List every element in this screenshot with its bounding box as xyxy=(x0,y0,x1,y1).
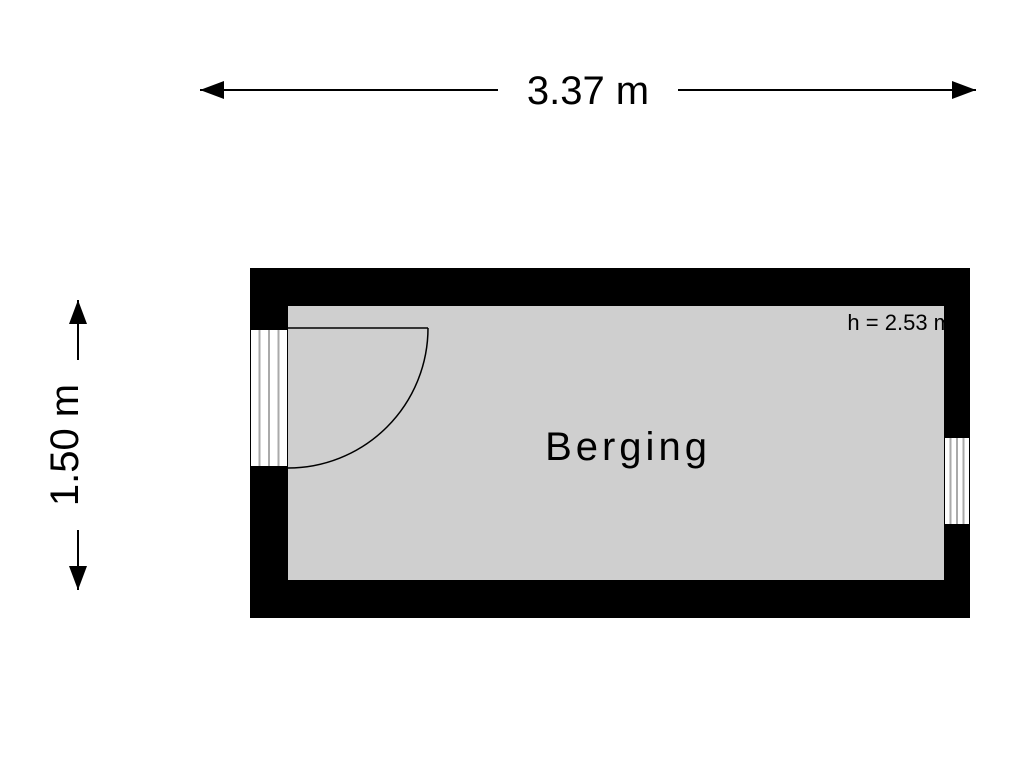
door-frame-bottom xyxy=(250,466,288,468)
arrowhead-icon xyxy=(200,81,224,99)
door-frame-top xyxy=(250,328,288,330)
ceiling-height-label: h = 2.53 m xyxy=(847,310,952,335)
arrowhead-icon xyxy=(69,300,87,324)
window-frame-bottom xyxy=(944,524,970,526)
arrowhead-icon xyxy=(69,566,87,590)
arrowhead-icon xyxy=(952,81,976,99)
room-name-label: Berging xyxy=(545,425,711,469)
height-dimension-label: 1.50 m xyxy=(43,384,87,506)
width-dimension-label: 3.37 m xyxy=(527,69,649,113)
window-frame-top xyxy=(944,436,970,438)
floorplan-canvas: Berging h = 2.53 m 3.37 m 1.50 m xyxy=(0,0,1024,768)
